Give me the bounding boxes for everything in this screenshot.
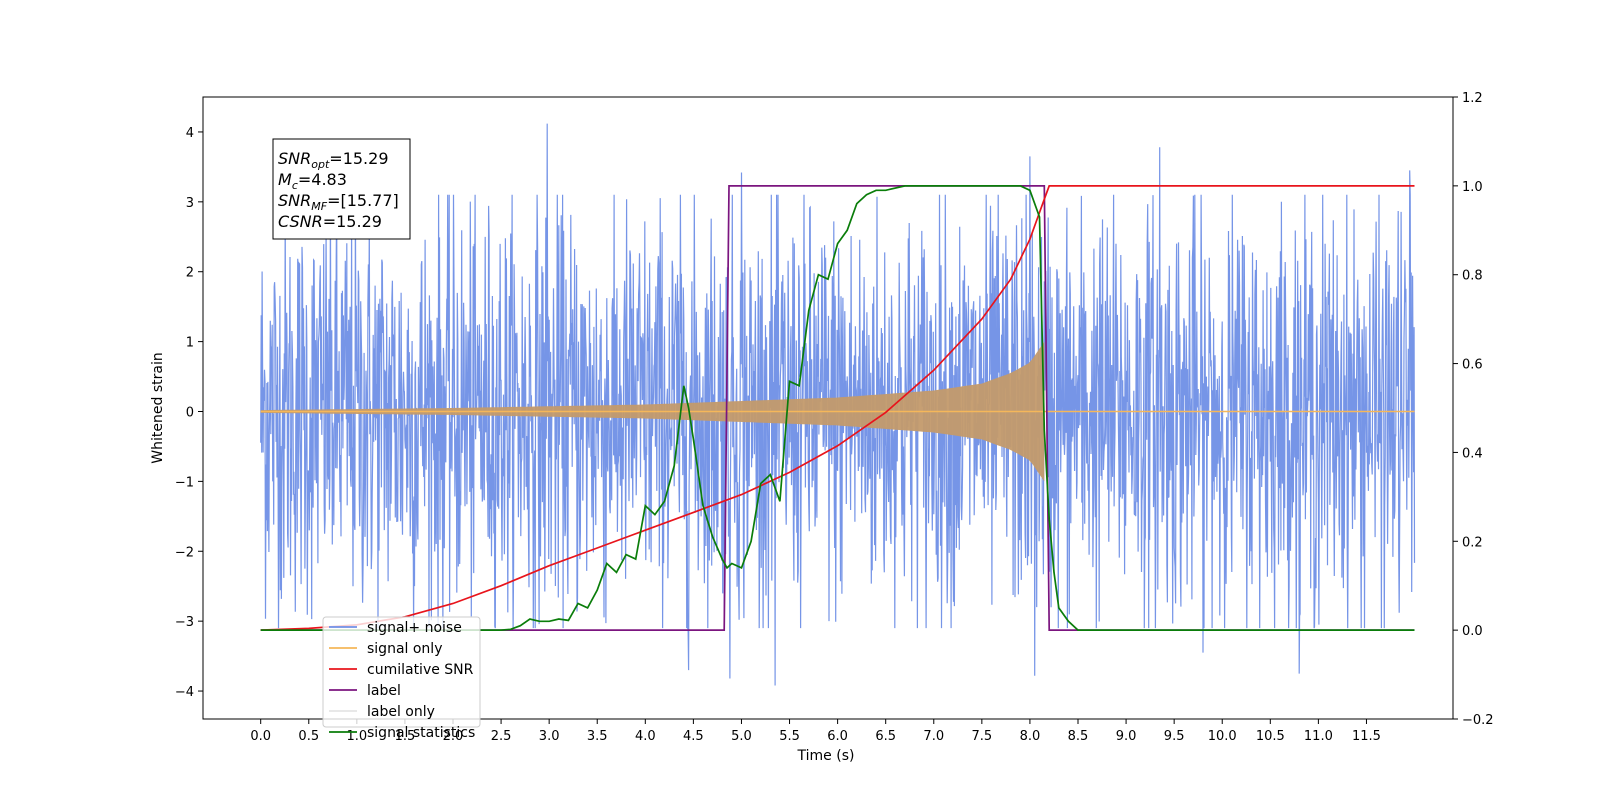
x-tick-label: 0.0: [250, 729, 271, 744]
x-tick-label: 5.0: [731, 729, 752, 744]
y2-tick-label: 0.8: [1462, 269, 1483, 284]
x-tick-label: 4.0: [635, 729, 656, 744]
info-symbol: M: [278, 170, 292, 189]
y2-axis-ticks: 1.2 1.0 0.8 0.6 0.4 0.2 0.0 −0.2: [1453, 91, 1494, 728]
y2-tick-label: 1.2: [1462, 91, 1483, 106]
info-value: =15.29: [329, 149, 388, 168]
y-tick-label: 0: [186, 405, 194, 420]
plot-frame: [202, 96, 1454, 720]
y-axis-label: Whitened strain: [150, 352, 166, 463]
info-symbol: CSNR: [278, 212, 323, 231]
legend-entry: signal only: [367, 641, 442, 657]
x-tick-label: 2.0: [443, 729, 464, 744]
info-line: Mc=4.83: [278, 170, 347, 192]
info-value: =15.29: [323, 212, 382, 231]
info-subscript: opt: [311, 158, 330, 171]
y-tick-label: −3: [175, 615, 194, 630]
y2-tick-label: 0.0: [1462, 624, 1483, 639]
y-tick-label: −2: [175, 545, 194, 560]
cumulative-snr-line: [260, 185, 1415, 631]
legend: signal+ noise signal only cumilative SNR la…: [322, 616, 481, 741]
series-signal-only: [260, 341, 1415, 482]
y-tick-label: 3: [186, 196, 194, 211]
info-value: =[15.77]: [327, 191, 399, 210]
x-tick-label: 3.0: [539, 729, 560, 744]
info-box-frame: [272, 138, 411, 240]
series-lines: [260, 185, 1415, 631]
legend-entry: signal+ noise: [367, 620, 462, 636]
y2-tick-label: 0.4: [1462, 446, 1483, 461]
y-axis-ticks: 4 3 2 1 0 −1 −2 −3 −4: [175, 126, 203, 700]
x-tick-label: 9.5: [1164, 729, 1185, 744]
y-tick-label: 2: [186, 266, 194, 281]
x-tick-label: 1.5: [395, 729, 416, 744]
y2-tick-label: 0.2: [1462, 535, 1483, 550]
info-subscript: MF: [311, 200, 327, 213]
legend-entry: label: [367, 683, 401, 699]
info-line: CSNR=15.29: [278, 212, 382, 231]
y-tick-label: −1: [175, 475, 194, 490]
info-value: =4.83: [298, 170, 347, 189]
x-tick-label: 7.5: [972, 729, 993, 744]
x-tick-label: 3.5: [587, 729, 608, 744]
x-tick-label: 11.0: [1304, 729, 1333, 744]
x-tick-label: 7.0: [923, 729, 944, 744]
info-symbol: SNR: [278, 191, 311, 210]
info-symbol: SNR: [278, 149, 311, 168]
y-tick-label: 4: [186, 126, 194, 141]
x-tick-label: 6.0: [827, 729, 848, 744]
x-tick-label: 0.5: [298, 729, 319, 744]
y2-tick-label: 0.6: [1462, 358, 1483, 373]
legend-entry: signal statistics: [367, 725, 475, 741]
series-signal-noise: [260, 123, 1416, 686]
legend-entry: cumilative SNR: [367, 662, 474, 678]
x-tick-label: 4.5: [683, 729, 704, 744]
info-line: SNRMF=[15.77]: [278, 191, 399, 213]
x-tick-label: 8.5: [1068, 729, 1089, 744]
legend-entry: label only: [367, 704, 435, 720]
x-tick-label: 11.5: [1352, 729, 1381, 744]
y-tick-label: 1: [186, 336, 194, 351]
y2-tick-label: −0.2: [1462, 713, 1494, 728]
x-tick-label: 5.5: [779, 729, 800, 744]
legend-frame: [322, 616, 481, 728]
signal-noise-line: [260, 123, 1416, 686]
info-line: SNRopt=15.29: [278, 149, 389, 171]
x-tick-label: 2.5: [491, 729, 512, 744]
y-tick-label: −4: [175, 685, 194, 700]
info-subscript: c: [292, 179, 298, 192]
x-axis-label: Time (s): [797, 748, 855, 764]
signal-statistics-line: [260, 185, 1415, 631]
snr-info-box: SNRopt=15.29Mc=4.83SNRMF=[15.77]CSNR=15.…: [272, 138, 411, 240]
x-tick-label: 10.5: [1256, 729, 1285, 744]
x-tick-label: 6.5: [875, 729, 896, 744]
x-tick-label: 10.0: [1208, 729, 1237, 744]
x-tick-label: 9.0: [1116, 729, 1137, 744]
x-tick-label: 8.0: [1020, 729, 1041, 744]
y2-tick-label: 1.0: [1462, 180, 1483, 195]
